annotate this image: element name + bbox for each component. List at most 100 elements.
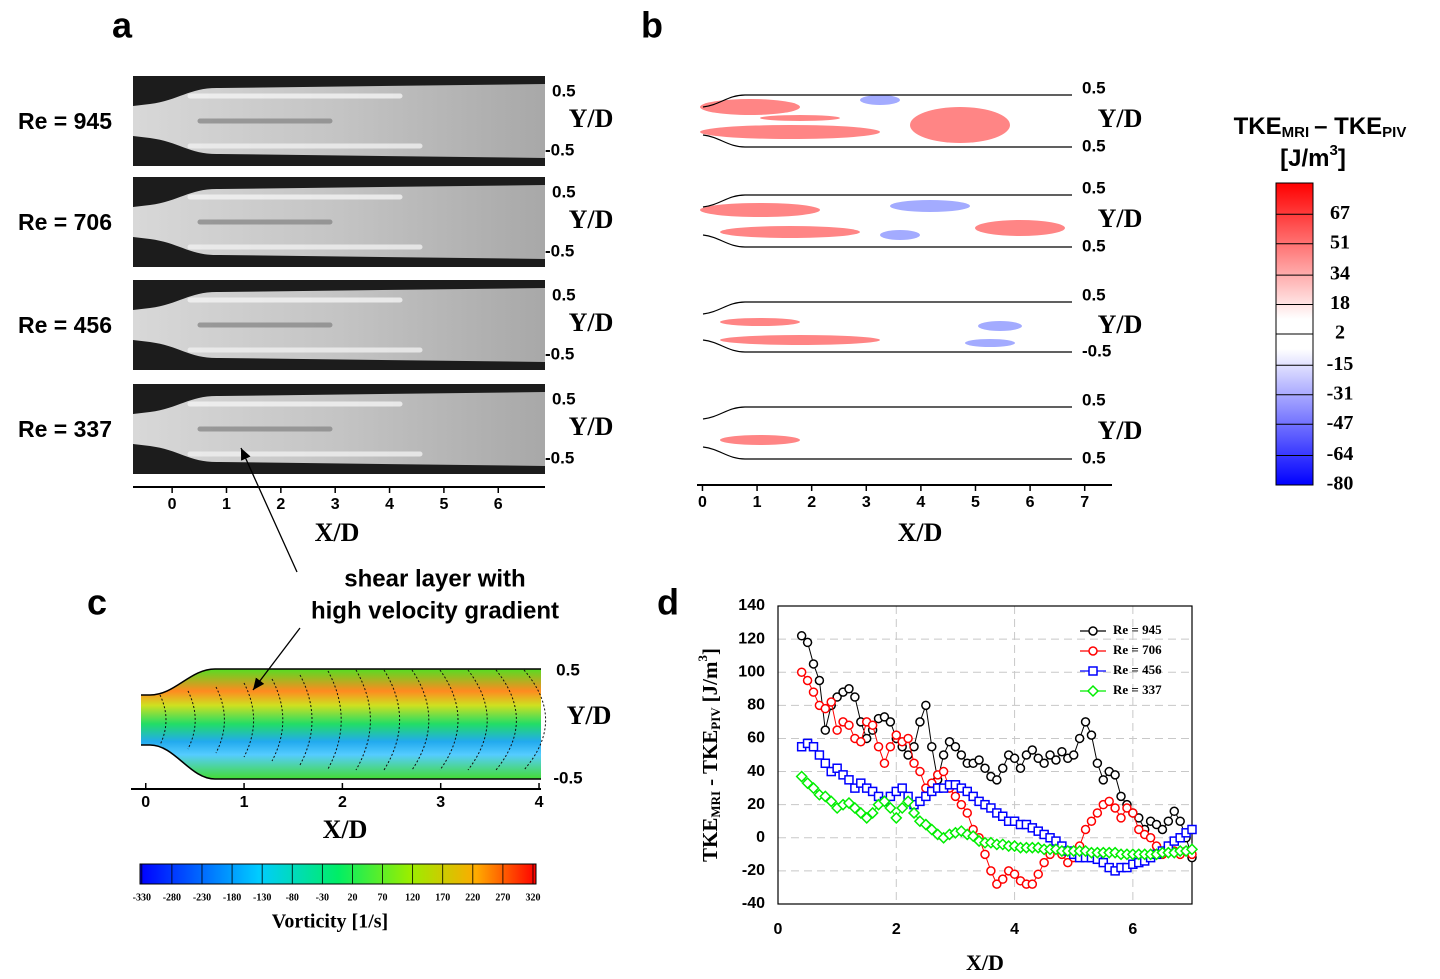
point	[1045, 750, 1055, 760]
colorbar-tick-label: 170	[435, 892, 450, 903]
y-bottom-label: 0.5	[1082, 448, 1106, 467]
y-axis-label-part: [J/m	[698, 661, 722, 702]
vorticity-field	[141, 669, 541, 779]
point	[950, 791, 961, 802]
point	[1068, 750, 1079, 760]
x-tick-label: 3	[436, 794, 445, 811]
y-tick-label: 140	[738, 597, 765, 614]
point	[980, 763, 990, 773]
tke-region	[965, 339, 1015, 347]
x-tick-label: 6	[1026, 494, 1035, 511]
x-tick-label: 0	[168, 496, 177, 513]
x-tick-label: 4	[1010, 921, 1019, 938]
point	[832, 763, 842, 773]
point	[838, 770, 848, 780]
point	[927, 741, 937, 752]
point	[1027, 879, 1038, 889]
x-axis-label: X/D	[323, 815, 368, 844]
point	[915, 796, 925, 807]
colorbar-tick-label: -15	[1327, 353, 1354, 375]
nozzle-wall	[702, 194, 1072, 248]
point	[1092, 758, 1103, 769]
y-top-label: 0.5	[1082, 390, 1106, 409]
point	[1033, 753, 1043, 764]
point	[796, 631, 807, 641]
y-axis-label: Y/D	[569, 104, 614, 133]
point	[820, 703, 831, 714]
row-label: Re = 337	[18, 416, 112, 442]
colorbar-tick-label: -180	[223, 892, 241, 903]
x-tick-label: 4	[535, 794, 544, 811]
y-tick-label: 120	[738, 630, 765, 647]
point	[1157, 824, 1168, 835]
colorbar-tick-label: -64	[1327, 443, 1354, 465]
colorbar-tick-label: -130	[253, 892, 271, 903]
point	[921, 791, 931, 802]
x-tick-label: 5	[971, 494, 980, 511]
x-tick-label: 0	[774, 921, 783, 938]
point	[866, 806, 879, 820]
y-axis-label-part: MRI	[708, 791, 723, 818]
colorbar-tick-label: -30	[316, 892, 329, 903]
point	[844, 720, 854, 730]
colorbar-unit-part: 3	[1330, 142, 1338, 159]
point	[997, 811, 1008, 822]
colorbar-tick-label: 20	[347, 892, 357, 903]
tke-region	[720, 318, 800, 326]
colorbar-tick-label: 70	[378, 892, 388, 903]
point	[885, 791, 896, 802]
plot-frame	[777, 605, 1193, 905]
nozzle-wall	[141, 668, 541, 780]
tke-region	[700, 99, 800, 115]
y-top-label: 0.5	[552, 285, 576, 304]
point	[997, 874, 1008, 884]
panel-label: c	[87, 582, 107, 623]
y-tick-label: -20	[742, 862, 765, 879]
colorbar-title: TKEMRI – TKEPIV	[1234, 113, 1407, 141]
point	[1021, 750, 1032, 760]
y-top-label: 0.5	[552, 389, 576, 408]
x-axis-label: X/D	[898, 518, 943, 547]
point	[825, 795, 838, 808]
point	[891, 730, 902, 740]
colorbar-tick-label: -230	[193, 892, 211, 903]
x-tick-label: 4	[916, 494, 925, 511]
point	[938, 766, 949, 777]
row-label: Re = 706	[18, 209, 112, 235]
colorbar-tick-label: -80	[1327, 473, 1354, 495]
point	[1122, 803, 1132, 813]
point	[1110, 770, 1120, 780]
point	[915, 717, 925, 727]
point	[802, 675, 813, 686]
velocity-profile	[523, 669, 547, 771]
y-axis-label-part: 3	[695, 654, 710, 661]
point	[956, 750, 967, 760]
point	[1116, 813, 1126, 823]
y-axis-label: Y/D	[569, 308, 614, 337]
point	[795, 770, 808, 783]
legend-label: Re = 337	[1113, 682, 1162, 697]
y-tick-label: 60	[747, 730, 765, 747]
point	[856, 778, 866, 788]
x-tick-label: 1	[753, 494, 762, 511]
x-tick-label: 6	[1128, 921, 1137, 938]
y-axis-label: Y/D	[1098, 310, 1143, 339]
point	[938, 750, 949, 760]
point	[1116, 791, 1126, 802]
point	[956, 799, 967, 810]
velocity-profile	[355, 669, 371, 771]
y-axis-label-part: - TKE	[698, 730, 722, 786]
x-tick-label: 1	[240, 794, 249, 811]
nozzle-wall	[702, 406, 1072, 460]
point	[1088, 646, 1098, 656]
tke-region	[890, 200, 970, 212]
y-top-label: 0.5	[552, 81, 576, 100]
y-tick-label: 20	[747, 796, 765, 813]
tke-region	[700, 203, 820, 217]
row-label: Re = 456	[18, 312, 112, 338]
y-axis-label-part: PIV	[708, 707, 723, 730]
point	[890, 811, 903, 824]
point	[1074, 733, 1085, 744]
y-axis-label: Y/D	[569, 412, 614, 441]
colorbar-tick-label: 51	[1330, 231, 1350, 253]
